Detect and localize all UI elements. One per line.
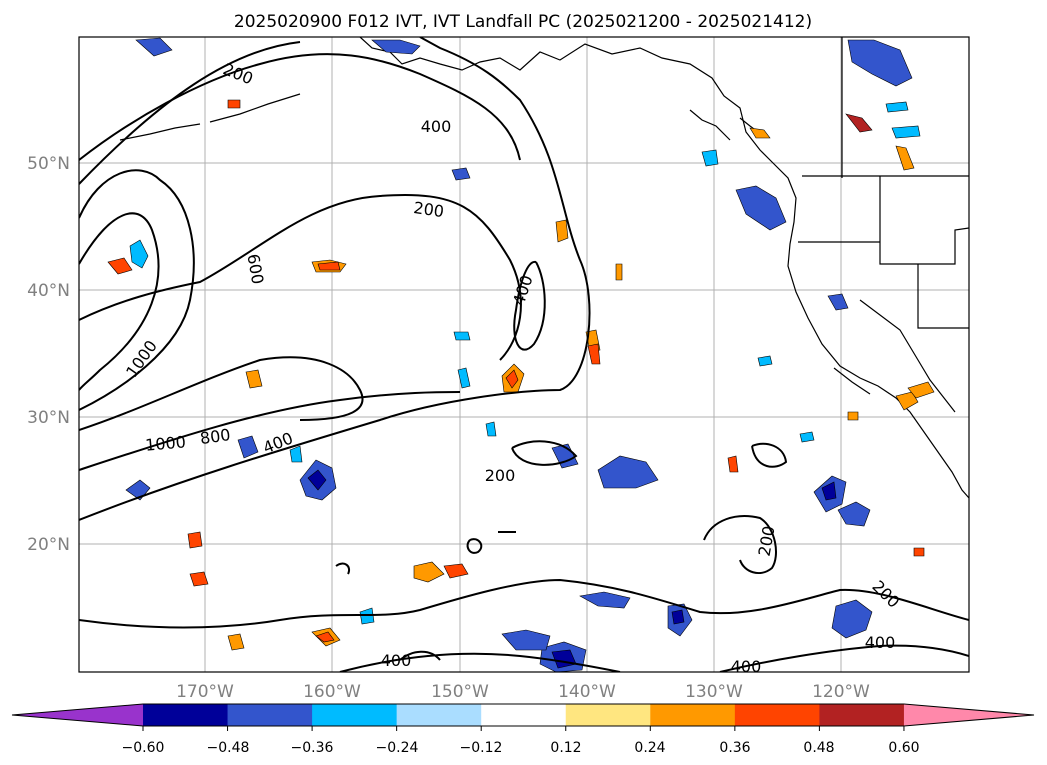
colorbar-extension-high — [903, 704, 1034, 726]
colorbar — [11, 703, 1035, 731]
colorbar-tick-label: 0.12 — [550, 740, 581, 756]
contour-label: 400 — [421, 117, 452, 136]
colorbar-segment — [565, 704, 651, 726]
colorbar-tick-label: −0.24 — [376, 740, 419, 756]
colorbar-segment — [396, 704, 482, 726]
colorbar-segment — [143, 704, 229, 726]
lon-label: 160°W — [303, 682, 361, 702]
colorbar-segment — [734, 704, 820, 726]
colorbar-segment — [819, 704, 905, 726]
longitude-labels: 170°W 160°W 150°W 140°W 130°W 120°W — [176, 682, 870, 702]
colorbar-segment — [227, 704, 313, 726]
lat-label: 30°N — [27, 408, 70, 428]
colorbar-tick-label: 0.24 — [634, 740, 665, 756]
lat-label: 50°N — [27, 154, 70, 174]
contour-label: 200 — [412, 198, 445, 221]
latitude-labels: 50°N 40°N 30°N 20°N — [27, 154, 70, 555]
lon-label: 170°W — [176, 682, 234, 702]
colorbar-segment — [481, 704, 567, 726]
contour-label: 800 — [199, 425, 232, 448]
colorbar-tick-label: −0.36 — [291, 740, 334, 756]
colorbar-tick-label: 0.48 — [803, 740, 834, 756]
map-frame — [78, 36, 970, 673]
colorbar-tick-label: 0.60 — [888, 740, 919, 756]
map-title: 2025020900 F012 IVT, IVT Landfall PC (20… — [234, 12, 812, 32]
lon-label: 130°W — [685, 682, 743, 702]
colorbar-tick-label: −0.48 — [207, 740, 250, 756]
map-panel: 200 400 200 600 400 1000 1000 800 400 20… — [79, 37, 969, 676]
colorbar-tick-label: 0.36 — [719, 740, 750, 756]
contour-label: 200 — [485, 466, 516, 485]
contour-label: 1000 — [144, 432, 186, 454]
contour-label: 400 — [865, 633, 896, 652]
colorbar-ticks: −0.60 −0.48 −0.36 −0.24 −0.12 0.12 0.24 … — [122, 740, 920, 756]
gridlines — [79, 37, 969, 672]
lon-label: 140°W — [558, 682, 616, 702]
colorbar-segment — [312, 704, 398, 726]
lat-label: 20°N — [27, 535, 70, 555]
lon-label: 150°W — [431, 682, 489, 702]
ivt-contours — [79, 37, 969, 672]
colorbar-tick-label: −0.60 — [122, 740, 165, 756]
colorbar-extension-low — [12, 704, 143, 726]
lat-label: 40°N — [27, 281, 70, 301]
colorbar-tick-label: −0.12 — [460, 740, 503, 756]
lon-label: 120°W — [812, 682, 870, 702]
contour-label: 400 — [731, 657, 762, 676]
colorbar-segment — [650, 704, 736, 726]
contour-label: 400 — [381, 651, 412, 670]
